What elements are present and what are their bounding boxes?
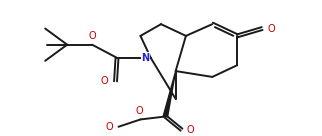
Text: O: O <box>135 106 143 116</box>
Text: O: O <box>268 24 275 34</box>
Text: N: N <box>141 53 149 63</box>
Polygon shape <box>163 71 176 117</box>
Text: O: O <box>100 76 108 86</box>
Text: O: O <box>106 122 113 132</box>
Text: O: O <box>89 31 97 41</box>
Text: O: O <box>187 125 194 135</box>
